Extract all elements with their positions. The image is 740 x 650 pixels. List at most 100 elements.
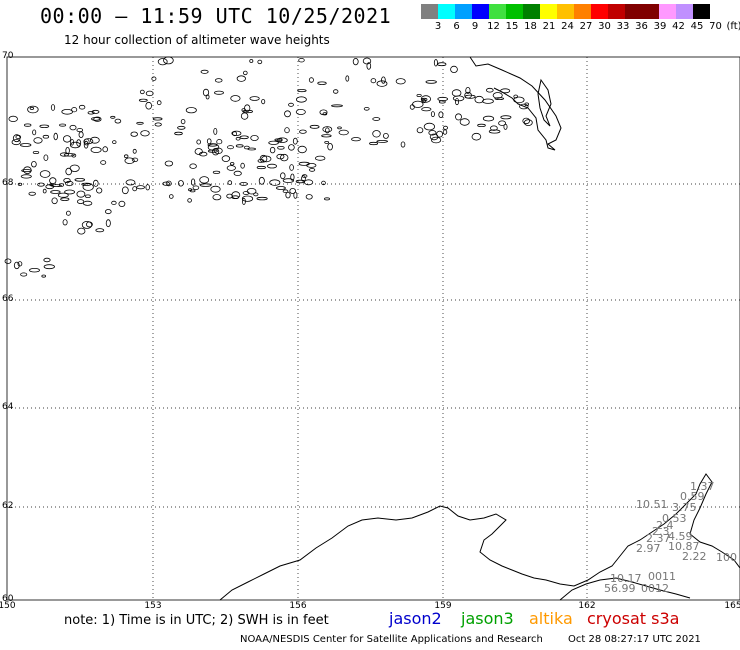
ice-floe-outline	[256, 196, 268, 201]
wave-height-reading: 0012	[641, 582, 669, 595]
wave-height-reading: 2.4	[656, 519, 674, 532]
ice-floe-outline	[199, 183, 212, 187]
ice-floe-outline	[105, 219, 111, 228]
ice-floe-outline	[162, 181, 171, 186]
ice-floe-outline	[61, 109, 73, 115]
wave-height-reading: 0011	[648, 570, 676, 583]
coastline-segment	[537, 78, 552, 127]
ice-floe-outline	[66, 210, 71, 216]
scale-swatch	[642, 4, 659, 19]
ice-floe-outline	[65, 167, 72, 176]
scale-label: 42	[672, 21, 685, 32]
coastline-segment	[219, 473, 740, 601]
ice-floe-outline	[500, 88, 511, 94]
mission-legend-cryosat-s3a: cryosat s3a	[587, 609, 680, 628]
ice-floe-outline	[465, 87, 471, 95]
ice-floe-outline	[423, 122, 435, 131]
ice-floe-outline	[235, 136, 241, 141]
scale-swatch	[438, 4, 455, 19]
ice-floe-outline	[177, 180, 184, 187]
ice-floe-outline	[27, 105, 39, 114]
ice-floe-outline	[455, 113, 462, 121]
ice-floe-outline	[278, 138, 283, 142]
ice-floe-outline	[13, 261, 20, 270]
ice-floe-outline	[323, 197, 330, 201]
ice-floe-outline	[226, 165, 236, 171]
ice-floe-outline	[163, 56, 174, 65]
ice-floe-outline	[216, 139, 223, 145]
scale-swatch	[625, 4, 642, 19]
longitude-label: 165	[724, 601, 740, 611]
ice-floe-outline	[169, 194, 174, 199]
ice-floe-outline	[77, 227, 86, 235]
ice-floe-outline	[123, 154, 129, 159]
ice-floe-outline	[513, 94, 518, 99]
ice-floe-outline	[145, 184, 150, 191]
ice-floe-outline	[74, 178, 86, 182]
ice-floe-outline	[180, 119, 186, 125]
ice-floe-outline	[51, 197, 58, 205]
ice-floe-outline	[194, 148, 203, 155]
ice-floe-outline	[214, 78, 223, 83]
ice-floe-outline	[421, 98, 427, 104]
ice-floe-outline	[331, 104, 343, 108]
ice-floe-outline	[231, 130, 242, 136]
ice-floe-outline	[416, 127, 424, 134]
ice-floe-outline	[253, 192, 259, 197]
ice-floe-outline	[442, 129, 448, 135]
wave-height-reading: 2.97	[636, 542, 661, 555]
map-subtitle: 12 hour collection of altimeter wave hei…	[64, 33, 330, 47]
ice-floe-outline	[454, 98, 459, 106]
ice-floe-outline	[231, 195, 239, 200]
map-title: 00:00 – 11:59 UTC 10/25/2021	[40, 4, 392, 28]
ice-floe-outline	[227, 180, 233, 185]
ice-floe-outline	[241, 197, 246, 205]
ice-floe-outline	[241, 195, 254, 202]
ice-floe-outline	[308, 168, 316, 172]
ice-floe-outline	[324, 127, 330, 134]
ice-floe-outline	[352, 57, 359, 66]
ice-floe-outline	[288, 144, 295, 151]
scale-label: 24	[561, 21, 574, 32]
ice-floe-outline	[250, 134, 259, 141]
ice-floe-outline	[362, 57, 372, 65]
ice-floe-outline	[317, 81, 327, 85]
ice-floe-outline	[242, 191, 250, 195]
ice-floe-outline	[235, 144, 244, 148]
ice-floe-outline	[369, 141, 379, 146]
ice-floe-outline	[297, 145, 307, 154]
ice-floe-outline	[20, 174, 32, 179]
ice-floe-outline	[69, 124, 77, 131]
ice-floe-outline	[333, 89, 339, 94]
ice-floe-outline	[43, 257, 51, 263]
ice-floe-outline	[212, 170, 221, 174]
ice-floe-outline	[49, 177, 57, 185]
mission-legend-altika: altika	[529, 609, 573, 628]
ice-floe-outline	[62, 219, 68, 226]
ice-floe-outline	[488, 129, 501, 134]
ice-floe-outline	[29, 268, 40, 273]
ice-floe-outline	[295, 109, 306, 116]
ice-floe-outline	[53, 132, 58, 141]
ice-floe-outline	[412, 100, 424, 108]
ice-floe-outline	[249, 96, 260, 101]
ice-floe-outline	[139, 89, 145, 95]
ice-floe-outline	[482, 98, 494, 104]
ice-floe-outline	[297, 89, 307, 93]
ice-floe-outline	[395, 78, 406, 85]
ice-floe-outline	[351, 137, 361, 142]
ice-floe-outline	[477, 123, 486, 128]
scale-swatch	[506, 4, 523, 19]
ice-floe-outline	[474, 95, 484, 104]
ice-floe-outline	[196, 139, 202, 145]
ice-floe-outline	[450, 65, 458, 74]
ice-floe-outline	[157, 58, 168, 66]
ice-floe-outline	[256, 165, 266, 170]
scale-label: 36	[635, 21, 648, 32]
color-scale	[421, 4, 710, 19]
ice-floe-outline	[288, 102, 294, 107]
ice-floe-outline	[189, 163, 197, 169]
scale-label: 12	[487, 21, 500, 32]
ice-floe-outline	[221, 155, 231, 162]
ice-floe-outline	[249, 59, 254, 63]
